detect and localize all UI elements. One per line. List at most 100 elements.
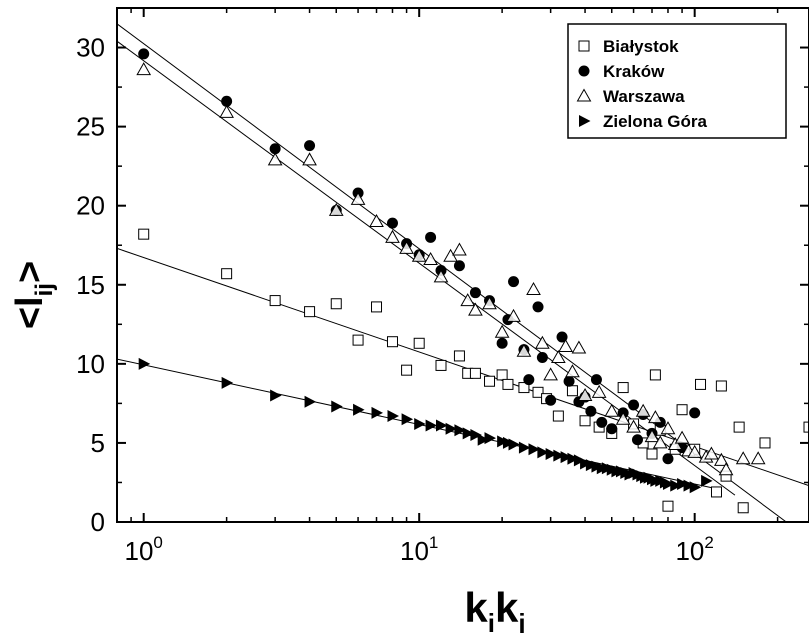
point-warszawa	[591, 384, 607, 398]
point-warszawa	[460, 293, 476, 307]
point-bialystok	[304, 306, 316, 318]
point-warszawa	[660, 421, 676, 435]
point-zielona-gora	[371, 406, 384, 419]
point-zielona-gora	[270, 389, 282, 402]
y-tick-label: 25	[76, 112, 105, 142]
legend-marker-zielona-gora	[579, 115, 591, 127]
point-krakow	[496, 337, 508, 349]
y-tick-label: 5	[91, 428, 105, 458]
point-warszawa	[648, 410, 663, 424]
legend-label: Zielona Góra	[603, 112, 707, 131]
point-warszawa	[750, 451, 766, 465]
point-warszawa	[565, 364, 580, 378]
legend-item-bialystok: Białystok	[578, 37, 679, 56]
point-zielona-gora	[353, 403, 365, 416]
y-axis-title: <lij>	[9, 261, 58, 329]
point-bialystok	[484, 375, 496, 387]
point-zielona-gora	[545, 447, 558, 460]
data-points	[136, 48, 809, 514]
y-tick-label: 10	[76, 349, 105, 379]
point-krakow	[596, 416, 608, 428]
point-bialystok	[759, 437, 771, 449]
point-warszawa	[604, 403, 620, 417]
y-tick-label: 15	[76, 270, 105, 300]
point-bialystok	[803, 421, 809, 433]
point-zielona-gora	[462, 427, 475, 440]
point-warszawa	[452, 242, 467, 256]
point-zielona-gora	[701, 474, 713, 487]
point-warszawa	[571, 340, 587, 354]
point-krakow	[532, 301, 544, 313]
series-zielona-gora	[138, 357, 713, 494]
point-zielona-gora	[401, 413, 414, 426]
point-krakow	[631, 434, 643, 446]
point-bialystok	[330, 298, 342, 310]
point-krakow	[138, 48, 150, 60]
axis-ticks: 0 5 10 15 20 25 30 100 101 102	[76, 7, 809, 566]
point-zielona-gora	[573, 454, 586, 467]
point-zielona-gora	[567, 452, 579, 465]
point-bialystok	[662, 500, 674, 512]
point-zielona-gora	[454, 424, 466, 437]
point-warszawa	[443, 248, 458, 262]
series-bialystok	[138, 228, 809, 514]
point-krakow	[628, 399, 640, 411]
point-krakow	[545, 394, 557, 406]
point-bialystok	[715, 380, 727, 392]
point-krakow	[221, 95, 233, 107]
point-warszawa	[482, 296, 497, 310]
point-krakow	[469, 287, 481, 299]
point-zielona-gora	[553, 449, 565, 462]
point-krakow	[590, 374, 602, 386]
point-krakow	[453, 260, 465, 272]
x-tick-label: 102	[675, 533, 713, 566]
plot-frame	[116, 7, 809, 523]
point-warszawa	[526, 281, 541, 296]
point-krakow	[662, 453, 674, 465]
legend-box	[567, 23, 787, 139]
point-krakow	[563, 375, 575, 387]
point-zielona-gora	[425, 419, 438, 432]
point-bialystok	[386, 336, 398, 348]
point-warszawa	[506, 308, 521, 322]
point-zielona-gora	[221, 376, 234, 389]
point-zielona-gora	[387, 410, 399, 423]
point-warszawa	[635, 403, 651, 417]
y-tick-label: 0	[91, 507, 105, 537]
point-warszawa	[558, 338, 573, 352]
point-bialystok	[469, 367, 481, 379]
point-warszawa	[399, 240, 414, 254]
point-warszawa	[550, 350, 566, 364]
point-warszawa	[674, 430, 690, 444]
x-axis-title: kikj	[464, 584, 525, 633]
point-krakow	[585, 405, 597, 417]
point-warszawa	[626, 419, 641, 433]
point-zielona-gora	[662, 478, 675, 491]
point-bialystok	[371, 301, 383, 313]
point-warszawa	[423, 251, 438, 265]
point-warszawa	[219, 104, 234, 118]
point-krakow	[386, 217, 398, 229]
point-bialystok	[737, 502, 749, 514]
point-warszawa	[411, 248, 427, 262]
point-krakow	[606, 423, 618, 435]
point-zielona-gora	[497, 435, 509, 448]
point-warszawa	[687, 444, 703, 458]
point-krakow	[425, 231, 437, 243]
legend-label: Warszawa	[603, 87, 685, 106]
point-zielona-gora	[436, 419, 448, 432]
point-bialystok	[710, 486, 722, 498]
x-tick-label: 100	[125, 533, 163, 566]
point-bialystok	[566, 385, 578, 397]
point-krakow	[269, 143, 281, 155]
point-warszawa	[267, 152, 283, 166]
point-krakow	[304, 140, 316, 152]
point-krakow	[523, 374, 535, 386]
point-bialystok	[221, 268, 233, 280]
svg-text:<lij>: <lij>	[9, 261, 58, 329]
point-warszawa	[516, 343, 532, 357]
point-zielona-gora	[138, 357, 151, 370]
point-warszawa	[369, 213, 384, 228]
point-bialystok	[646, 448, 658, 460]
